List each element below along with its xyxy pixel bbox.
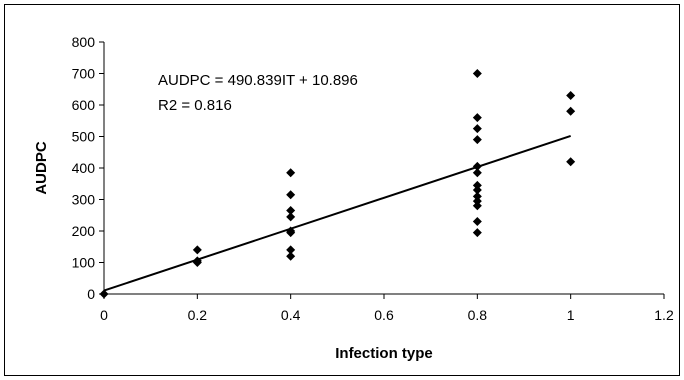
data-point — [286, 251, 296, 261]
data-point — [286, 212, 296, 222]
data-point — [472, 124, 482, 134]
y-tick-label: 100 — [72, 255, 96, 271]
x-tick-label: 0 — [100, 307, 108, 323]
data-point — [472, 185, 482, 195]
data-point — [472, 180, 482, 190]
x-tick-label: 0.4 — [281, 307, 301, 323]
y-axis-ticks: 0 100 200 300 400 500 600 700 800 — [72, 34, 104, 302]
data-point — [286, 168, 296, 178]
y-tick-label: 500 — [72, 129, 96, 145]
x-tick-label: 1.2 — [654, 307, 674, 323]
y-tick-label: 600 — [72, 97, 96, 113]
data-points — [99, 69, 576, 299]
data-point — [566, 157, 576, 167]
data-point — [286, 245, 296, 255]
chart-area-border — [4, 4, 680, 376]
annotation-r2: R2 = 0.816 — [158, 97, 232, 114]
data-point — [472, 113, 482, 123]
annotation-equation: AUDPC = 490.839IT + 10.896 — [158, 72, 358, 89]
data-point — [286, 206, 296, 216]
x-tick-label: 0.2 — [188, 307, 208, 323]
data-point — [566, 106, 576, 116]
data-point — [472, 135, 482, 145]
x-tick-label: 0.8 — [468, 307, 488, 323]
x-axis-title: Infection type — [335, 345, 433, 362]
data-point — [286, 190, 296, 200]
data-point — [566, 91, 576, 101]
data-point — [472, 201, 482, 211]
data-point — [472, 168, 482, 178]
x-tick-label: 1 — [567, 307, 575, 323]
data-point — [192, 258, 202, 267]
x-tick-label: 0.6 — [374, 307, 394, 323]
x-axis-ticks: 0 0.2 0.4 0.6 0.8 1 1.2 — [100, 294, 674, 323]
y-tick-label: 300 — [72, 192, 96, 208]
data-point — [472, 191, 482, 201]
y-tick-label: 0 — [87, 286, 95, 302]
trendline — [103, 135, 571, 292]
data-point — [472, 217, 482, 227]
y-tick-label: 200 — [72, 223, 96, 239]
data-point — [99, 289, 109, 299]
data-point — [472, 161, 482, 171]
data-point — [472, 228, 482, 238]
data-point — [472, 69, 482, 78]
y-tick-label: 800 — [72, 34, 96, 50]
data-point — [192, 245, 202, 255]
data-point — [472, 196, 482, 206]
y-tick-label: 400 — [72, 160, 96, 176]
y-axis-title: AUDPC — [33, 141, 50, 195]
data-point — [286, 228, 296, 238]
y-tick-label: 700 — [72, 66, 96, 82]
